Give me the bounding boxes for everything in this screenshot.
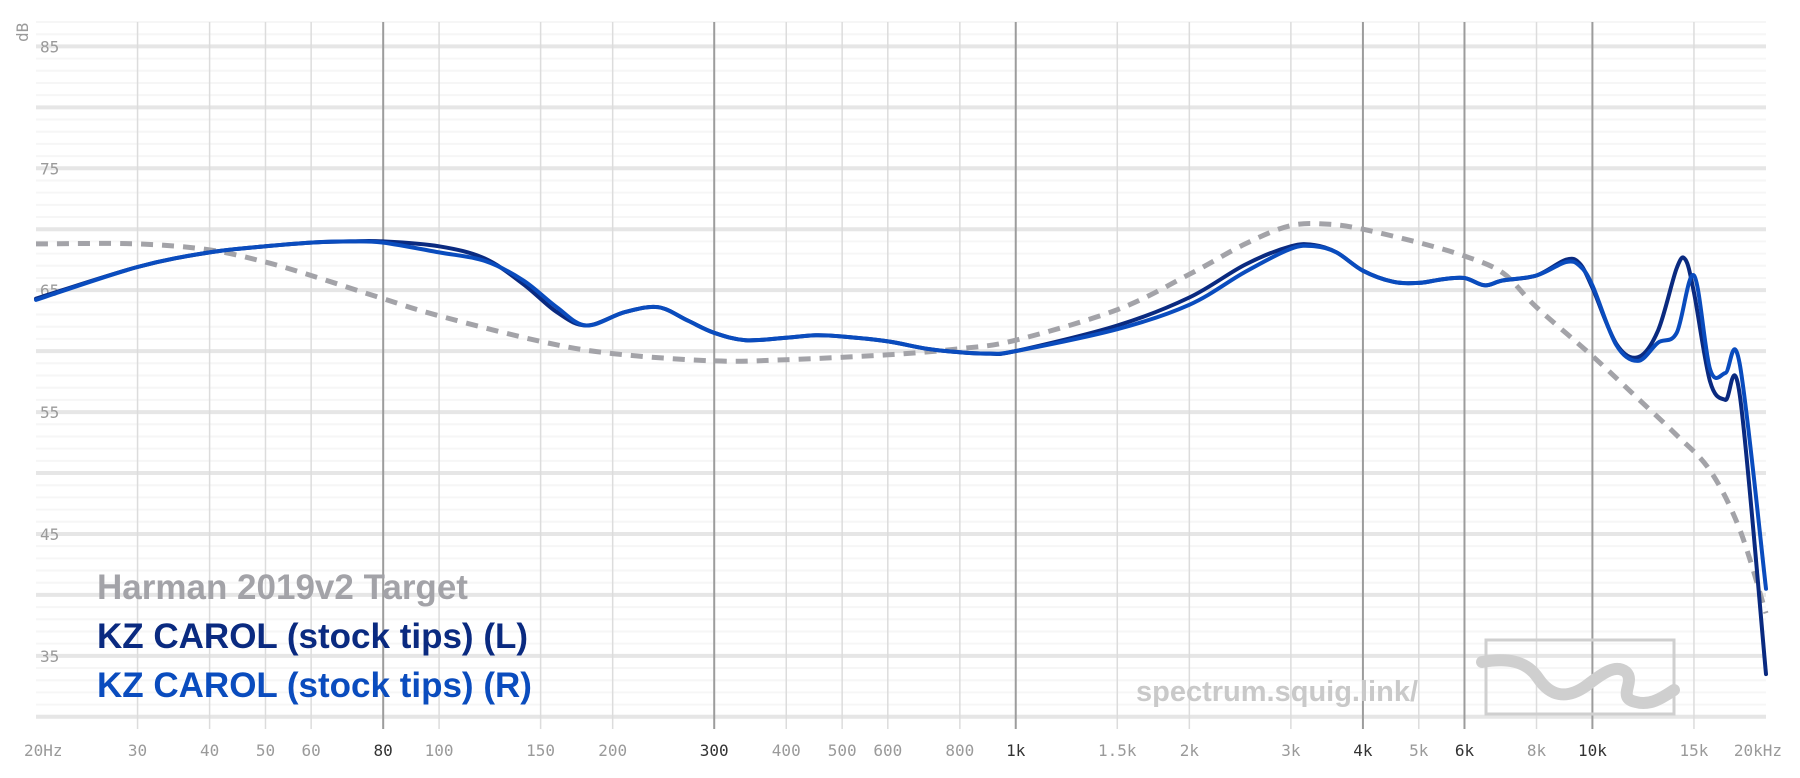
- legend-item-left: KZ CAROL (stock tips) (L): [97, 617, 529, 656]
- series-line-left: [34, 238, 1768, 677]
- horizontal-gridlines: [36, 21, 1766, 719]
- x-tick-label: 30: [128, 741, 147, 760]
- legend-item-target: Harman 2019v2 Target: [97, 568, 468, 607]
- x-tick-label: 50: [256, 741, 275, 760]
- legend-item-right: KZ CAROL (stock tips) (R): [97, 666, 532, 705]
- y-tick-label: 35: [40, 647, 59, 666]
- x-tick-label: 800: [945, 741, 974, 760]
- x-tick-label: 100: [425, 741, 454, 760]
- x-tick-label: 80: [374, 741, 393, 760]
- x-tick-label: 1k: [1006, 741, 1026, 760]
- y-axis-label: dB: [13, 23, 32, 42]
- x-tick-label: 10k: [1578, 741, 1607, 760]
- series-lines: [34, 220, 1769, 677]
- x-tick-label: 20kHz: [1734, 741, 1782, 760]
- x-tick-label: 6k: [1455, 741, 1475, 760]
- y-tick-label: 85: [40, 37, 59, 56]
- series-line-target: [35, 220, 1769, 614]
- y-tick-label: 55: [40, 403, 59, 422]
- x-tick-label: 2k: [1180, 741, 1200, 760]
- y-tick-label: 75: [40, 159, 59, 178]
- x-tick-label: 20Hz: [24, 741, 63, 760]
- x-tick-label: 60: [302, 741, 321, 760]
- x-tick-label: 150: [526, 741, 555, 760]
- x-tick-label: 15k: [1679, 741, 1708, 760]
- x-tick-label: 1.5k: [1098, 741, 1137, 760]
- x-tick-label: 8k: [1527, 741, 1547, 760]
- x-tick-label: 5k: [1409, 741, 1429, 760]
- squig-logo: [1476, 638, 1680, 716]
- series-line-right: [34, 239, 1768, 591]
- vertical-gridlines: [136, 22, 1695, 729]
- x-tick-label: 200: [598, 741, 627, 760]
- x-tick-label: 3k: [1281, 741, 1301, 760]
- y-tick-label: 45: [40, 525, 59, 544]
- x-tick-label: 600: [873, 741, 902, 760]
- x-tick-label: 40: [200, 741, 219, 760]
- x-tick-label: 4k: [1353, 741, 1373, 760]
- watermark-text: spectrum.squig.link/: [1136, 676, 1418, 708]
- x-tick-label: 400: [772, 741, 801, 760]
- x-tick-label: 500: [828, 741, 857, 760]
- x-axis-ticks: 20Hz 30 40 50 60 80 100 150 200 300 400 500 600 800 1k…: [24, 741, 1782, 760]
- x-tick-label: 300: [700, 741, 729, 760]
